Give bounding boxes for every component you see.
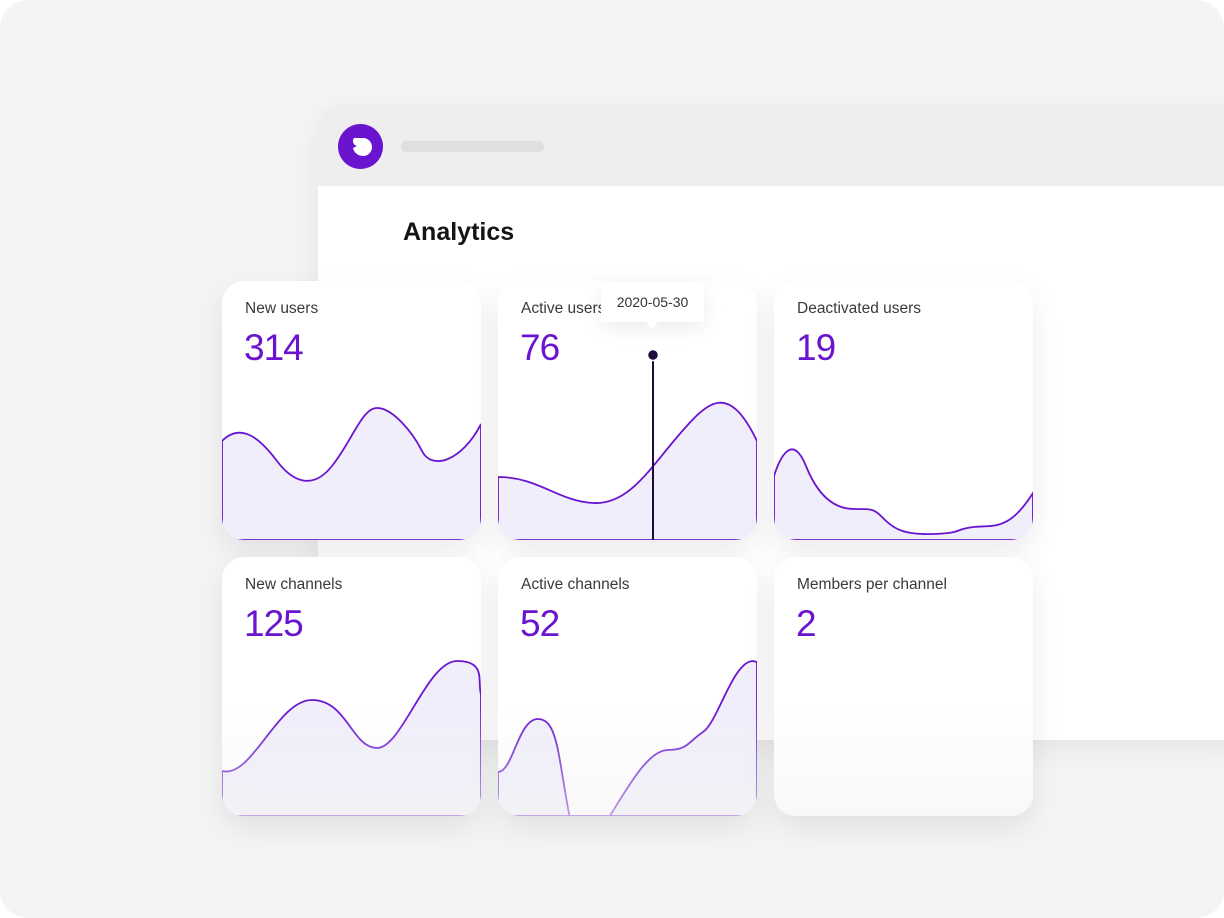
- metric-value: 19: [796, 327, 836, 368]
- app-logo-icon: [338, 124, 383, 169]
- metric-value: 52: [520, 603, 560, 644]
- sparkline: [774, 448, 1033, 540]
- metric-card-new-users[interactable]: New users 314: [222, 281, 481, 540]
- metric-label: Deactivated users: [797, 300, 922, 317]
- metric-label: New users: [245, 300, 319, 317]
- metric-value: 76: [520, 327, 560, 368]
- metric-label: Active users: [521, 300, 606, 317]
- fade-overlay: [222, 706, 481, 816]
- metric-card-active-users[interactable]: Active users 76: [498, 281, 757, 540]
- metric-label: New channels: [245, 576, 343, 593]
- page-title: Analytics: [403, 218, 515, 246]
- chart-tooltip: 2020-05-30: [601, 283, 704, 330]
- hover-marker: [646, 348, 660, 362]
- address-bar[interactable]: [401, 141, 544, 152]
- fade-overlay: [774, 706, 1033, 816]
- sparkline: [222, 407, 481, 540]
- fade-overlay: [498, 706, 757, 816]
- metric-value: 2: [796, 603, 817, 644]
- title-bar: [318, 104, 1224, 186]
- metric-value: 125: [244, 603, 304, 644]
- metric-card-new-channels[interactable]: New channels 125: [222, 557, 481, 816]
- metric-card-deactivated-users[interactable]: Deactivated users 19: [774, 281, 1033, 540]
- metric-card-active-channels[interactable]: Active channels 52: [498, 557, 757, 816]
- sparkline: [498, 348, 757, 540]
- metric-label: Members per channel: [797, 576, 947, 593]
- metric-label: Active channels: [521, 576, 630, 593]
- metric-value: 314: [244, 327, 304, 368]
- metric-card-members-per-channel[interactable]: Members per channel 2: [774, 557, 1033, 816]
